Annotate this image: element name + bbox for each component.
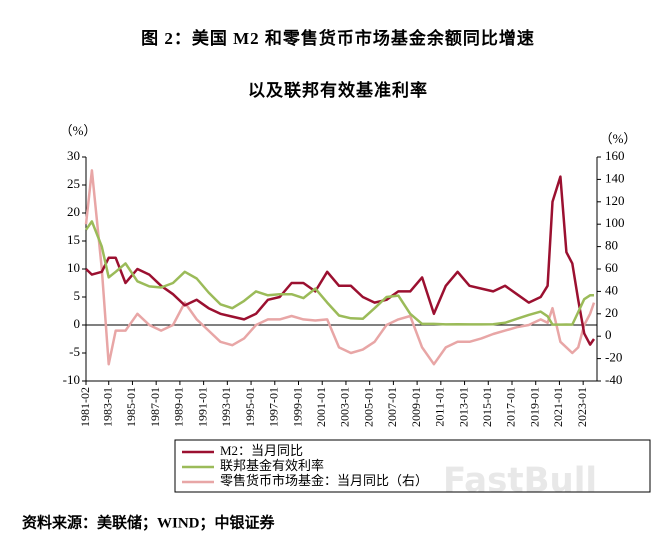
- series-line: [84, 220, 594, 326]
- y-tick-label: -5: [69, 344, 80, 359]
- x-tick-label: 1991-01: [195, 387, 209, 427]
- x-tick-label: 1999-01: [290, 387, 304, 427]
- y-tick-label: -10: [63, 372, 80, 387]
- x-tick-label: 1993-01: [219, 387, 233, 427]
- x-tick-label: 2017-01: [504, 387, 518, 427]
- y-tick-label: 20: [67, 204, 80, 219]
- x-tick-label: 2019-01: [527, 387, 541, 427]
- x-tick-label: 1985-01: [124, 387, 138, 427]
- y2-tick-label: -40: [605, 372, 622, 387]
- source-note: 资料来源：美联储；WIND；中银证券: [22, 513, 276, 531]
- y-tick-label: 30: [67, 148, 80, 163]
- y2-tick-label: 40: [605, 282, 618, 297]
- x-tick-label: 1989-01: [172, 387, 186, 427]
- y2-axis-label: （%）: [600, 131, 637, 146]
- y2-tick-label: 60: [605, 260, 618, 275]
- x-tick-label: 2011-01: [433, 387, 447, 427]
- y2-tick-label: 120: [605, 193, 625, 208]
- legend-label: M2：当月同比: [220, 443, 303, 458]
- y2-tick-label: 20: [605, 305, 618, 320]
- y2-tick-label: 100: [605, 215, 625, 230]
- y2-tick-label: -20: [605, 350, 622, 365]
- y-tick-label: 0: [74, 316, 81, 331]
- legend-label: 联邦基金有效利率: [220, 458, 324, 473]
- x-tick-label: 2021-01: [551, 387, 565, 427]
- x-tick-label: 2007-01: [385, 387, 399, 427]
- y-axis-label: （%）: [60, 123, 97, 138]
- y2-tick-label: 140: [605, 170, 625, 185]
- watermark: FastBull: [443, 461, 597, 501]
- y2-tick-label: 160: [605, 148, 625, 163]
- x-tick-label: 2003-01: [338, 387, 352, 427]
- y2-tick-label: 0: [605, 327, 612, 342]
- chart-title: 图 2：美国 M2 和零售货币市场基金余额同比增速: [141, 28, 535, 48]
- y-tick-label: 25: [67, 176, 80, 191]
- x-tick-label: 2013-01: [456, 387, 470, 427]
- x-tick-label: 2015-01: [480, 387, 494, 427]
- x-tick-label: 2009-01: [409, 387, 423, 427]
- x-tick-label: 2001-01: [314, 387, 328, 427]
- y-tick-label: 5: [74, 288, 81, 303]
- x-tick-label: 1987-01: [148, 387, 162, 427]
- legend-box: [174, 439, 651, 493]
- x-tick-label: 2023-01: [575, 387, 589, 427]
- x-tick-label: 1997-01: [267, 387, 281, 427]
- y2-tick-label: 80: [605, 238, 618, 253]
- legend-label: 零售货币市场基金：当月同比（右）: [220, 473, 428, 488]
- x-tick-label: 1983-01: [100, 387, 114, 427]
- chart-subtitle: 以及联邦有效基准利率: [248, 80, 428, 100]
- x-tick-label: 2005-01: [361, 387, 375, 427]
- y-tick-label: 15: [67, 232, 80, 247]
- x-tick-label: 1995-01: [243, 387, 257, 427]
- x-tick-label: 1981-02: [78, 387, 92, 427]
- series-line: [84, 169, 596, 366]
- y-tick-label: 10: [67, 260, 80, 275]
